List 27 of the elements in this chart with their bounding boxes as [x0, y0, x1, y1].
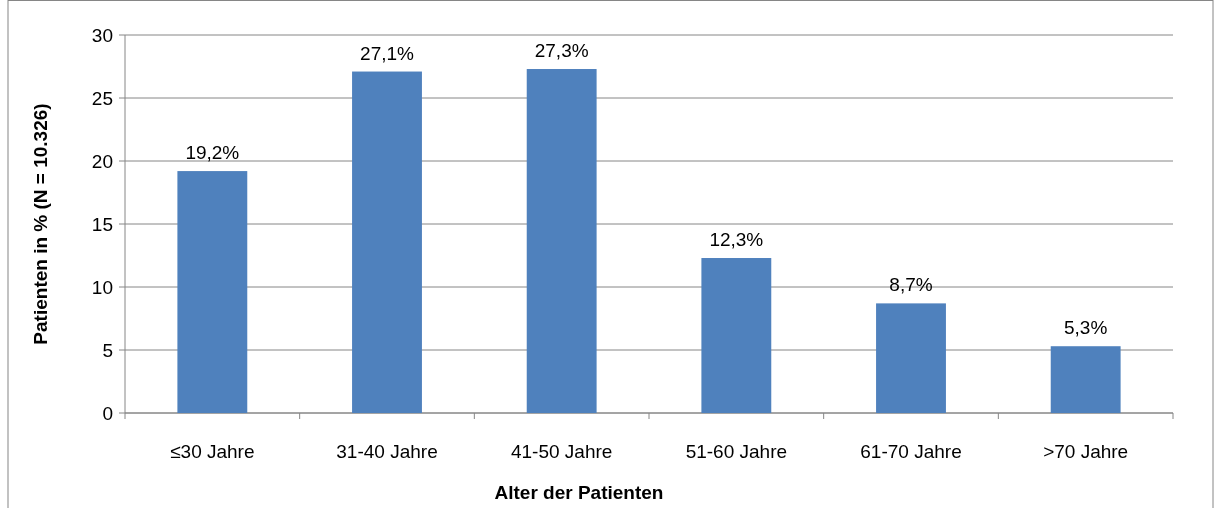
- x-tick-label: >70 Jahre: [1043, 441, 1129, 462]
- x-tick-label: 31-40 Jahre: [336, 441, 438, 462]
- data-label: 19,2%: [185, 142, 240, 164]
- y-tick-label: 5: [102, 339, 113, 361]
- y-tick-label: 20: [91, 150, 113, 172]
- x-tick-label: 51-60 Jahre: [685, 441, 788, 462]
- y-tick-label: 10: [91, 276, 113, 298]
- data-label: 12,3%: [709, 229, 764, 251]
- bar: [177, 171, 248, 413]
- data-label: 5,3%: [1064, 317, 1108, 339]
- x-tick-label: ≤30 Jahre: [170, 441, 255, 462]
- bar: [876, 303, 946, 413]
- data-label: 8,7%: [889, 274, 933, 296]
- y-axis-title: Patienten in % (N = 10.326): [30, 103, 51, 345]
- bar: [526, 69, 597, 413]
- y-tick-label: 0: [102, 402, 113, 424]
- data-label: 27,1%: [360, 42, 415, 64]
- data-label: 27,3%: [534, 40, 589, 62]
- y-tick-label: 15: [91, 213, 113, 235]
- y-tick-label: 30: [91, 24, 113, 46]
- x-tick-label: 41-50 Jahre: [510, 441, 613, 462]
- bar: [701, 258, 772, 413]
- x-axis-title: Alter der Patienten: [494, 482, 664, 503]
- bar: [1050, 346, 1121, 413]
- y-tick-label: 25: [91, 87, 113, 109]
- x-tick-label: 61-70 Jahre: [860, 441, 962, 462]
- bar: [352, 71, 422, 413]
